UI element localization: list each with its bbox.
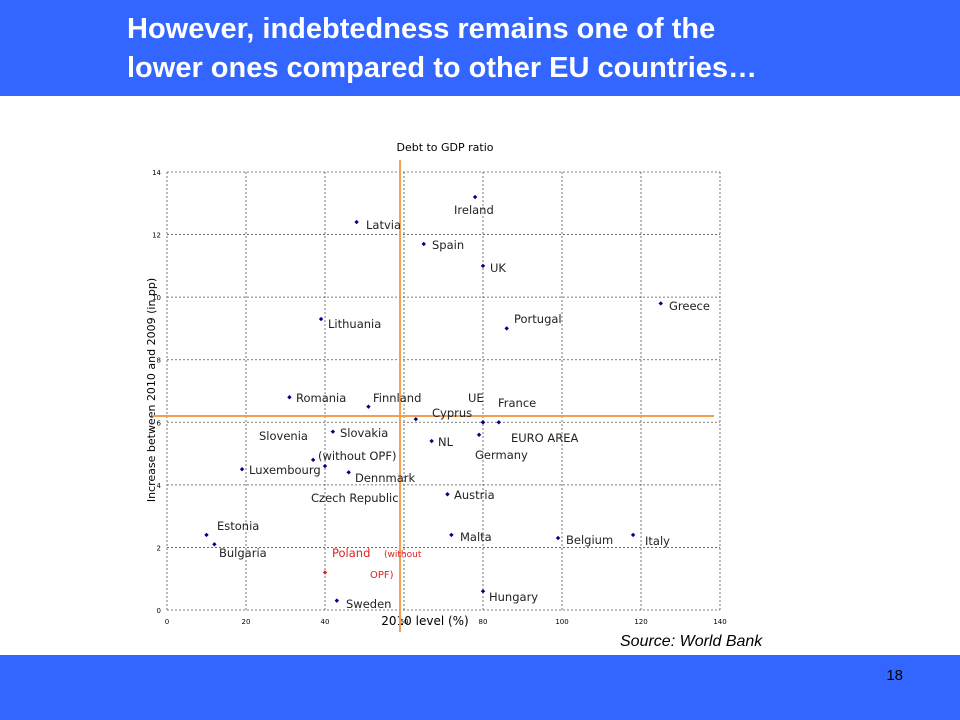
ticks-layer: 0 20 40 60 80 100 120 140 0 2 4 6 8 10 12 14 — [152, 169, 727, 626]
data-point — [480, 589, 486, 594]
x-tick-label: 20 — [242, 618, 251, 626]
data-point — [366, 404, 371, 409]
data-point — [322, 570, 328, 575]
data-point — [318, 316, 324, 322]
point-label: UE — [468, 391, 484, 405]
data-point — [658, 301, 663, 306]
point-label: Austria — [454, 488, 495, 502]
point-label: EURO AREA — [511, 431, 579, 445]
x-tick-label: 80 — [479, 618, 488, 626]
data-point — [504, 326, 509, 331]
point-label: (without OPF) — [318, 449, 396, 463]
point-label: Slovakia — [340, 426, 388, 440]
point-label: Malta — [460, 530, 492, 544]
point-label: Germany — [475, 448, 528, 462]
data-point — [496, 420, 501, 425]
data-point — [480, 420, 486, 425]
data-point — [287, 395, 292, 400]
point-label: Dennmark — [355, 471, 415, 485]
point-label: NL — [438, 435, 454, 449]
y-tick-label: 14 — [152, 169, 161, 177]
footer-bar: 18 — [0, 655, 960, 720]
x-tick-label: 140 — [713, 618, 726, 626]
data-point — [239, 467, 245, 472]
grid-layer — [166, 171, 721, 611]
x-tick-label: 120 — [634, 618, 647, 626]
y-tick-label: 2 — [157, 544, 161, 552]
point-label: Estonia — [217, 519, 259, 533]
data-point — [204, 532, 209, 538]
data-point — [330, 429, 336, 434]
data-point — [413, 416, 419, 422]
point-label-poland-sub2: OPF) — [370, 570, 394, 581]
point-label: Hungary — [489, 590, 538, 604]
point-label: Greece — [669, 299, 710, 313]
point-label: Lithuania — [328, 317, 381, 331]
y-axis-label: Increase between 2010 and 2009 (in pp) — [145, 278, 158, 502]
slide-title-line-1: However, indebtedness remains one of the — [127, 13, 716, 45]
data-point — [429, 438, 434, 444]
y-tick-label: 4 — [157, 482, 162, 490]
data-point — [212, 542, 217, 547]
point-label: Cyprus — [432, 406, 472, 420]
point-label: Belgium — [566, 533, 613, 547]
slide-title: However, indebtedness remains one of the… — [127, 10, 947, 88]
data-point — [476, 432, 482, 437]
x-tick-label: 60 — [400, 618, 409, 626]
data-point — [445, 492, 450, 497]
point-label-poland: Poland — [332, 546, 370, 560]
point-label: Slovenia — [259, 429, 308, 443]
y-tick-label: 12 — [152, 232, 161, 240]
data-point — [449, 532, 454, 538]
point-label: UK — [490, 261, 506, 275]
x-tick-label: 0 — [165, 618, 169, 626]
data-point — [322, 463, 328, 469]
point-label: Czech Republic — [311, 491, 399, 505]
y-tick-label: 10 — [152, 294, 161, 302]
point-label: Bulgaria — [219, 546, 267, 560]
source-note: Source: World Bank — [620, 633, 763, 650]
slide-title-line-2: lower ones compared to other EU countrie… — [127, 52, 758, 84]
data-point — [310, 457, 316, 463]
data-point — [334, 598, 340, 603]
data-point — [480, 263, 486, 269]
point-label: Romania — [296, 391, 346, 405]
data-point — [354, 219, 359, 225]
point-label-poland-sub: (without — [384, 550, 422, 560]
data-point — [555, 535, 561, 541]
data-point — [472, 194, 478, 200]
labels-layer: Ireland Latvia Spain UK Greece Lithuania Portu… — [217, 203, 710, 611]
data-point — [346, 470, 351, 475]
point-label: Ireland — [454, 203, 494, 217]
point-label: Latvia — [366, 218, 401, 232]
title-banner: However, indebtedness remains one of the… — [0, 0, 960, 96]
data-point — [421, 241, 426, 247]
x-axis-label: 2010 level (%) — [381, 614, 468, 628]
point-label: Finnland — [373, 391, 421, 405]
y-tick-label: 0 — [157, 607, 161, 615]
y-tick-label: 8 — [157, 357, 161, 365]
point-label: France — [498, 396, 536, 410]
data-point — [630, 532, 636, 538]
x-tick-label: 100 — [555, 618, 568, 626]
y-tick-label: 6 — [157, 419, 162, 427]
point-label: Italy — [645, 534, 670, 548]
x-tick-label: 40 — [321, 618, 330, 626]
chart-title: Debt to GDP ratio — [396, 141, 493, 154]
points-layer — [204, 194, 663, 603]
page-number: 18 — [886, 667, 903, 684]
point-label: Sweden — [346, 597, 391, 611]
reference-lines — [153, 160, 714, 632]
point-label: Luxembourg — [249, 463, 321, 477]
debt-scatter-chart: Debt to GDP ratio 2010 level (%) Increas… — [145, 141, 727, 632]
point-label: Spain — [432, 238, 464, 252]
point-label: Portugal — [514, 312, 562, 326]
